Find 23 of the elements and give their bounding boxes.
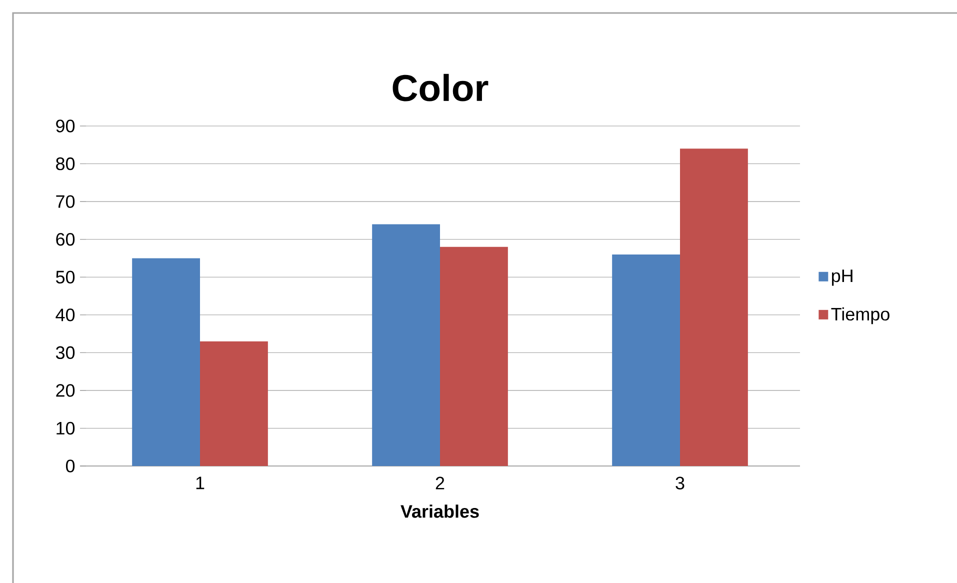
y-tick-label: 50 [56, 270, 75, 284]
chart-title: Color [392, 74, 488, 102]
bar [132, 258, 200, 466]
y-tick-label: 70 [56, 195, 75, 208]
y-tick-label: 20 [56, 384, 75, 397]
legend-label: pH [832, 270, 852, 286]
y-tick-label: 60 [56, 232, 75, 246]
y-tick-label: 0 [66, 460, 75, 472]
bar [200, 341, 268, 466]
bar [680, 148, 748, 466]
y-tick-label: 40 [56, 308, 75, 322]
y-tick-label: 30 [56, 346, 75, 360]
bar [440, 246, 508, 466]
y-tick-label: 90 [56, 120, 75, 132]
x-tick-label: 2 [436, 476, 444, 490]
x-axis-title: Variables [400, 504, 479, 518]
y-tick-label: 80 [56, 157, 75, 170]
bar [372, 224, 440, 466]
legend-label: Tiempo [831, 307, 890, 324]
x-tick-label: 3 [676, 476, 684, 490]
y-tick-label: 10 [56, 422, 75, 435]
bar [612, 254, 680, 466]
x-tick-label: 1 [196, 476, 204, 490]
